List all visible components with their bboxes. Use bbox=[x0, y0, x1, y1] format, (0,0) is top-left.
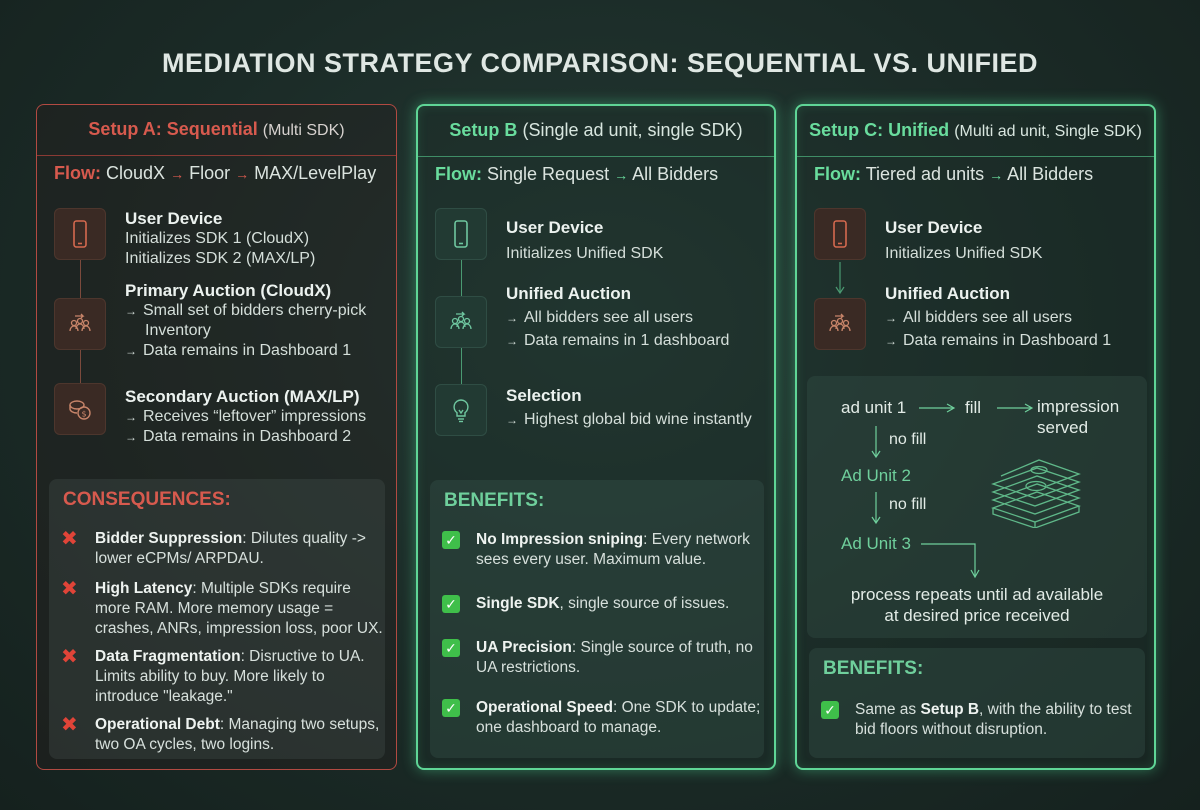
connector-line bbox=[461, 348, 462, 384]
setup-c-panel: Setup C: Unified (Multi ad unit, Single … bbox=[795, 104, 1156, 770]
coins-icon: $ bbox=[54, 383, 106, 435]
x-mark-icon: ✖ bbox=[61, 578, 78, 600]
arrow-right-icon: → bbox=[125, 344, 137, 358]
consequence-item: ✖ Operational Debt: Managing two setups,… bbox=[61, 714, 380, 753]
process-note: process repeats until ad available at de… bbox=[850, 585, 1104, 625]
arrow-right-icon: → bbox=[170, 166, 185, 182]
divider bbox=[418, 156, 774, 157]
step-unified-auction: Unified Auction → All bidders see all use… bbox=[885, 284, 1112, 349]
check-icon: ✓ bbox=[821, 701, 839, 719]
step-secondary-auction: Secondary Auction (MAX/LP) → Receives “le… bbox=[125, 387, 367, 445]
smartphone-icon bbox=[435, 208, 487, 260]
arrow-right-icon: → bbox=[506, 413, 518, 427]
setup-b-panel: Setup B (Single ad unit, single SDK) Flo… bbox=[416, 104, 776, 770]
arrow-right-icon: → bbox=[125, 430, 137, 444]
no-fill-label: no fill bbox=[889, 431, 927, 448]
arrow-down-icon bbox=[871, 426, 881, 459]
consequence-item: ✖ High Latency: Multiple SDKs require mo… bbox=[61, 578, 383, 637]
lightbulb-icon bbox=[435, 384, 487, 436]
page-title: MEDIATION STRATEGY COMPARISON: SEQUENTIA… bbox=[161, 48, 1039, 78]
svg-text:$: $ bbox=[82, 410, 87, 419]
consequence-item: ✖ Data Fragmentation: Disructive to UA. … bbox=[61, 646, 365, 705]
arrow-right-icon: → bbox=[885, 311, 897, 325]
consequences-box: CONSEQUENCES: ✖ Bidder Suppression: Dilu… bbox=[49, 479, 385, 759]
money-stack-icon bbox=[991, 459, 1081, 528]
arrow-right-icon: → bbox=[506, 311, 518, 325]
benefit-item: ✓ UA Precision: Single source of truth, … bbox=[442, 638, 760, 678]
step-unified-auction: Unified Auction → All bidders see all use… bbox=[506, 284, 730, 349]
arrow-right-icon bbox=[919, 403, 956, 413]
loop-arrow-icon bbox=[921, 543, 980, 579]
arrow-right-icon: → bbox=[125, 304, 137, 318]
arrow-down-icon bbox=[835, 262, 845, 295]
arrow-down-icon bbox=[871, 492, 881, 525]
smartphone-icon bbox=[54, 208, 106, 260]
benefit-item: ✓ Operational Speed: One SDK to update; … bbox=[442, 698, 760, 738]
arrow-right-icon: → bbox=[614, 167, 629, 183]
waterfall-diagram: ad unit 1 fill impression served no fill… bbox=[807, 376, 1147, 638]
check-icon: ✓ bbox=[442, 639, 460, 657]
x-mark-icon: ✖ bbox=[61, 646, 78, 668]
setup-c-title: Setup C: Unified (Multi ad unit, Single … bbox=[809, 120, 1142, 140]
benefits-box: BENEFITS: ✓ Same as Setup B, with the ab… bbox=[809, 648, 1145, 758]
people-auction-icon bbox=[814, 298, 866, 350]
setup-a-panel: Setup A: Sequential (Multi SDK) Flow: Cl… bbox=[36, 104, 397, 770]
arrow-right-icon: → bbox=[125, 410, 137, 424]
divider bbox=[797, 156, 1154, 157]
check-icon: ✓ bbox=[442, 699, 460, 717]
connector-line bbox=[461, 260, 462, 296]
arrow-right-icon: → bbox=[506, 334, 518, 348]
setup-b-flow: Flow: Single Request → All Bidders bbox=[435, 164, 719, 184]
step-user-device: User Device Initializes Unified SDK bbox=[885, 218, 1043, 262]
smartphone-icon bbox=[814, 208, 866, 260]
check-icon: ✓ bbox=[442, 531, 460, 549]
step-primary-auction: Primary Auction (CloudX) → Small set of b… bbox=[125, 281, 367, 359]
arrow-right-icon: → bbox=[989, 167, 1004, 183]
setup-b-title: Setup B (Single ad unit, single SDK) bbox=[449, 120, 743, 140]
impression-served: impression served bbox=[1037, 397, 1120, 437]
step-user-device: User Device Initializes Unified SDK bbox=[506, 218, 664, 262]
people-auction-icon bbox=[435, 296, 487, 348]
setup-c-flow: Flow: Tiered ad units → All Bidders bbox=[814, 164, 1094, 184]
consequences-title: CONSEQUENCES: bbox=[63, 489, 231, 510]
no-fill-label: no fill bbox=[889, 496, 927, 513]
benefits-title: BENEFITS: bbox=[823, 658, 924, 679]
divider bbox=[37, 155, 396, 156]
ad-unit-2: Ad Unit 2 bbox=[841, 466, 911, 485]
arrow-right-icon: → bbox=[235, 166, 250, 182]
connector-line bbox=[80, 260, 81, 298]
benefits-title: BENEFITS: bbox=[444, 490, 545, 511]
step-user-device: User Device Initializes SDK 1 (CloudX) I… bbox=[125, 209, 316, 267]
benefit-item: ✓ Single SDK, single source of issues. bbox=[442, 594, 760, 614]
step-selection: Selection → Highest global bid wine insta… bbox=[506, 386, 752, 428]
x-mark-icon: ✖ bbox=[61, 528, 78, 550]
benefit-item: ✓ No Impression sniping: Every network s… bbox=[442, 530, 760, 570]
x-mark-icon: ✖ bbox=[61, 714, 78, 736]
ad-unit-1: ad unit 1 bbox=[841, 398, 907, 417]
arrow-right-icon bbox=[997, 403, 1034, 413]
benefits-box: BENEFITS: ✓ No Impression sniping: Every… bbox=[430, 480, 764, 758]
consequence-item: ✖ Bidder Suppression: Dilutes quality ->… bbox=[61, 528, 366, 567]
arrow-right-icon: → bbox=[885, 334, 897, 348]
connector-line bbox=[80, 350, 81, 383]
check-icon: ✓ bbox=[442, 595, 460, 613]
benefit-item: ✓ Same as Setup B, with the ability to t… bbox=[821, 700, 1139, 740]
setup-a-flow: Flow: CloudX → Floor → MAX/LevelPlay bbox=[54, 163, 377, 183]
fill-label: fill bbox=[965, 398, 982, 417]
people-auction-icon bbox=[54, 298, 106, 350]
setup-a-title: Setup A: Sequential (Multi SDK) bbox=[88, 119, 345, 139]
ad-unit-3: Ad Unit 3 bbox=[841, 534, 911, 553]
